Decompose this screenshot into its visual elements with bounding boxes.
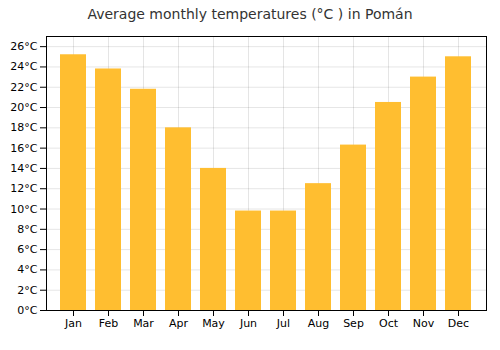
svg-text:0°C: 0°C — [17, 304, 37, 317]
svg-text:Feb: Feb — [99, 317, 118, 330]
svg-text:10°C: 10°C — [10, 203, 37, 216]
svg-text:4°C: 4°C — [17, 263, 37, 276]
svg-text:Oct: Oct — [379, 317, 399, 330]
svg-text:Apr: Apr — [169, 317, 189, 330]
svg-text:Jun: Jun — [239, 317, 257, 330]
svg-text:2°C: 2°C — [17, 284, 37, 297]
html-text:Average monthly temperatures (: Average monthly temperatures (°C ) in Po… — [87, 6, 413, 22]
svg-text:22°C: 22°C — [10, 81, 37, 94]
svg-text:26°C: 26°C — [10, 40, 37, 53]
svg-text:Dec: Dec — [448, 317, 469, 330]
svg-text:Jul: Jul — [276, 317, 290, 330]
svg-text:Nov: Nov — [413, 317, 435, 330]
svg-text:May: May — [202, 317, 225, 330]
svg-text:Aug: Aug — [308, 317, 329, 330]
svg-text:Mar: Mar — [133, 317, 154, 330]
svg-text:20°C: 20°C — [10, 101, 37, 114]
svg-text:Jan: Jan — [64, 317, 82, 330]
svg-text:14°C: 14°C — [10, 162, 37, 175]
svg-text:18°C: 18°C — [10, 121, 37, 134]
svg-text:16°C: 16°C — [10, 142, 37, 155]
svg-text:6°C: 6°C — [17, 243, 37, 256]
svg-text:8°C: 8°C — [17, 223, 37, 236]
svg-text:Sep: Sep — [343, 317, 364, 330]
svg-text:24°C: 24°C — [10, 60, 37, 73]
svg-text:12°C: 12°C — [10, 182, 37, 195]
